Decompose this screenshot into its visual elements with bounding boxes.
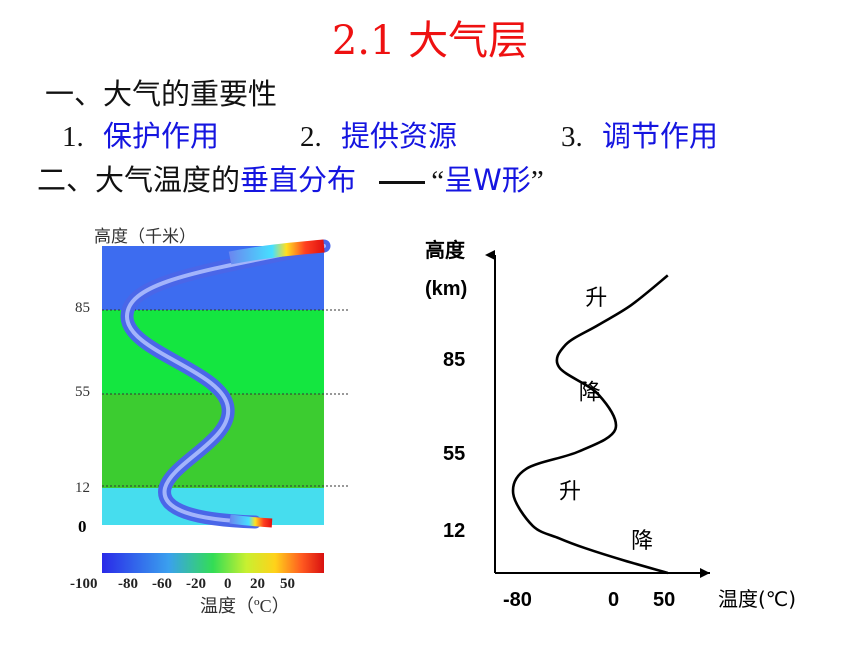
trend-annotation: 降 bbox=[631, 529, 653, 554]
quote-close: ” bbox=[530, 165, 544, 197]
dash-separator bbox=[379, 180, 426, 184]
item-number: 3. bbox=[561, 121, 583, 153]
temperature-profile-line bbox=[511, 274, 669, 575]
item-number: 1. bbox=[62, 121, 84, 153]
height-tick-12: 12 bbox=[75, 480, 90, 496]
left-height-axis-label: 高度（千米） bbox=[94, 227, 196, 246]
scale-tick: -80 bbox=[118, 576, 138, 592]
item-number: 2. bbox=[300, 121, 322, 153]
temperature-color-scale bbox=[102, 553, 324, 573]
y-axis-label: 高度 bbox=[425, 238, 466, 262]
item-label: 提供资源 bbox=[340, 119, 457, 153]
quote-open: “ bbox=[431, 165, 445, 197]
x-tick-label: 50 bbox=[653, 589, 675, 611]
slide-title: 2.1 大气层 bbox=[331, 18, 529, 64]
section1-heading: 一、大气的重要性 bbox=[45, 77, 278, 111]
color-scale-label: 温度（ºC） bbox=[200, 596, 290, 616]
y-tick-label: 85 bbox=[443, 349, 465, 371]
temperature-curve-highlight bbox=[124, 244, 326, 524]
x-tick-label: -80 bbox=[503, 589, 532, 611]
y-axis-unit-label: (km) bbox=[425, 278, 467, 300]
item-label: 调节作用 bbox=[601, 119, 718, 153]
importance-item-2: 2. 提供资源 bbox=[300, 113, 457, 155]
atmosphere-layer-figure: 高度（千米） 85 55 12 0 -100 -80 -60 -20 0 20 … bbox=[70, 227, 350, 616]
y-tick-label: 55 bbox=[443, 443, 465, 465]
item-label: 保护作用 bbox=[102, 119, 219, 153]
y-tick-label: 12 bbox=[443, 520, 465, 542]
trend-annotation: 升 bbox=[585, 286, 607, 311]
surface-warm-segment bbox=[229, 514, 273, 528]
importance-item-3: 3. 调节作用 bbox=[561, 113, 718, 155]
x-axis-label: 温度(℃) bbox=[718, 587, 796, 611]
scale-tick: 50 bbox=[280, 576, 295, 592]
scale-tick: -60 bbox=[152, 576, 172, 592]
section2-heading-prefix: 二、大气温度的 bbox=[37, 163, 241, 197]
x-tick-label: 0 bbox=[608, 589, 619, 611]
scale-tick: -100 bbox=[70, 576, 98, 592]
scale-tick: -20 bbox=[186, 576, 206, 592]
section2-heading-highlight: 垂直分布 bbox=[240, 163, 357, 197]
section2-heading: 二、大气温度的垂直分布 “呈W形” bbox=[37, 157, 544, 199]
scale-tick: 0 bbox=[224, 576, 232, 592]
importance-item-1: 1. 保护作用 bbox=[62, 113, 219, 155]
trend-annotation: 降 bbox=[579, 380, 601, 405]
height-tick-55: 55 bbox=[75, 384, 90, 400]
thermosphere-hot-segment bbox=[228, 239, 325, 265]
trend-annotation: 升 bbox=[559, 480, 581, 505]
height-tick-0: 0 bbox=[78, 517, 87, 536]
scale-tick: 20 bbox=[250, 576, 265, 592]
w-shape-label: 呈W形 bbox=[444, 163, 531, 197]
height-tick-85: 85 bbox=[75, 300, 90, 316]
